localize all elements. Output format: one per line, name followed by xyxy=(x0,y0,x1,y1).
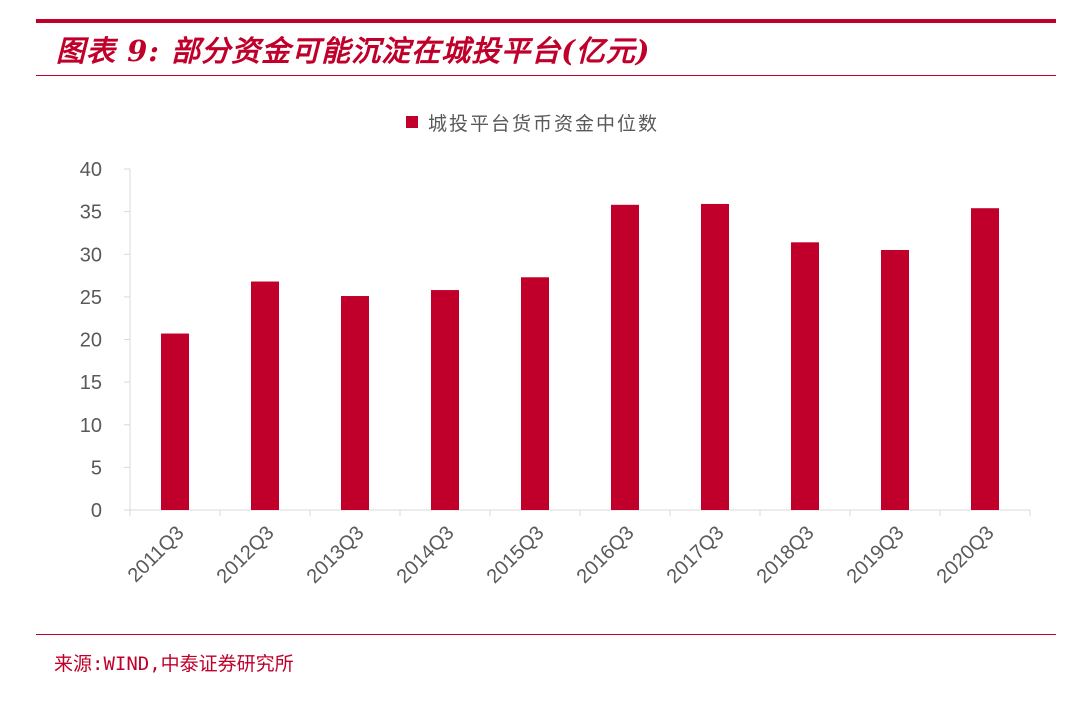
y-tick-label: 30 xyxy=(80,244,102,266)
y-axis: 0 5 10 15 20 25 30 35 40 xyxy=(80,159,131,522)
bar-2017Q3 xyxy=(701,203,729,510)
bar-2013Q3 xyxy=(341,296,369,510)
y-tick-label: 15 xyxy=(80,372,102,394)
figure-title: 图表 9: 部分资金可能沉淀在城投平台(亿元) xyxy=(56,34,651,68)
bar-series xyxy=(161,203,999,511)
x-tick-label: 2019Q3 xyxy=(843,522,909,588)
header-bottom-rule xyxy=(36,75,1056,76)
bar-2012Q3 xyxy=(251,281,279,510)
bar-2019Q3 xyxy=(881,249,909,511)
x-tick-label: 2013Q3 xyxy=(303,522,369,588)
chart-legend: 城投平台货币资金中位数 xyxy=(406,113,659,135)
y-tick-label: 10 xyxy=(80,415,102,437)
bar-2020Q3 xyxy=(971,208,999,510)
y-tick-label: 5 xyxy=(91,457,102,479)
source-note: 来源:WIND,中泰证券研究所 xyxy=(54,653,294,675)
x-tick-label: 2011Q3 xyxy=(124,522,189,587)
x-axis: 2011Q3 2012Q3 2013Q3 2014Q3 2015Q3 2016Q3 2017… xyxy=(124,509,1031,588)
bar-2016Q3 xyxy=(611,204,639,510)
x-tick-label: 2016Q3 xyxy=(573,522,639,588)
y-tick-label: 35 xyxy=(80,202,102,224)
y-tick-label: 0 xyxy=(91,500,102,522)
legend-swatch xyxy=(406,116,418,128)
y-tick-label: 40 xyxy=(80,159,102,181)
header-top-rule xyxy=(36,19,1056,23)
y-tick-label: 25 xyxy=(80,287,102,309)
legend-label: 城投平台货币资金中位数 xyxy=(428,113,659,135)
x-tick-label: 2018Q3 xyxy=(753,522,819,588)
x-tick-label: 2014Q3 xyxy=(393,522,459,588)
y-tick-label: 20 xyxy=(80,330,102,352)
bar-chart: 城投平台货币资金中位数 0 5 10 15 20 25 30 35 40 2011Q3 2012Q… xyxy=(80,113,1031,588)
bar-2011Q3 xyxy=(161,333,189,510)
x-tick-label: 2015Q3 xyxy=(483,522,549,588)
bar-2015Q3 xyxy=(521,277,549,510)
bar-2014Q3 xyxy=(431,290,459,510)
x-tick-label: 2017Q3 xyxy=(663,522,729,588)
x-tick-label: 2020Q3 xyxy=(933,522,999,588)
footer-rule xyxy=(36,634,1056,635)
bar-2018Q3 xyxy=(791,242,819,510)
x-tick-label: 2012Q3 xyxy=(213,522,279,588)
